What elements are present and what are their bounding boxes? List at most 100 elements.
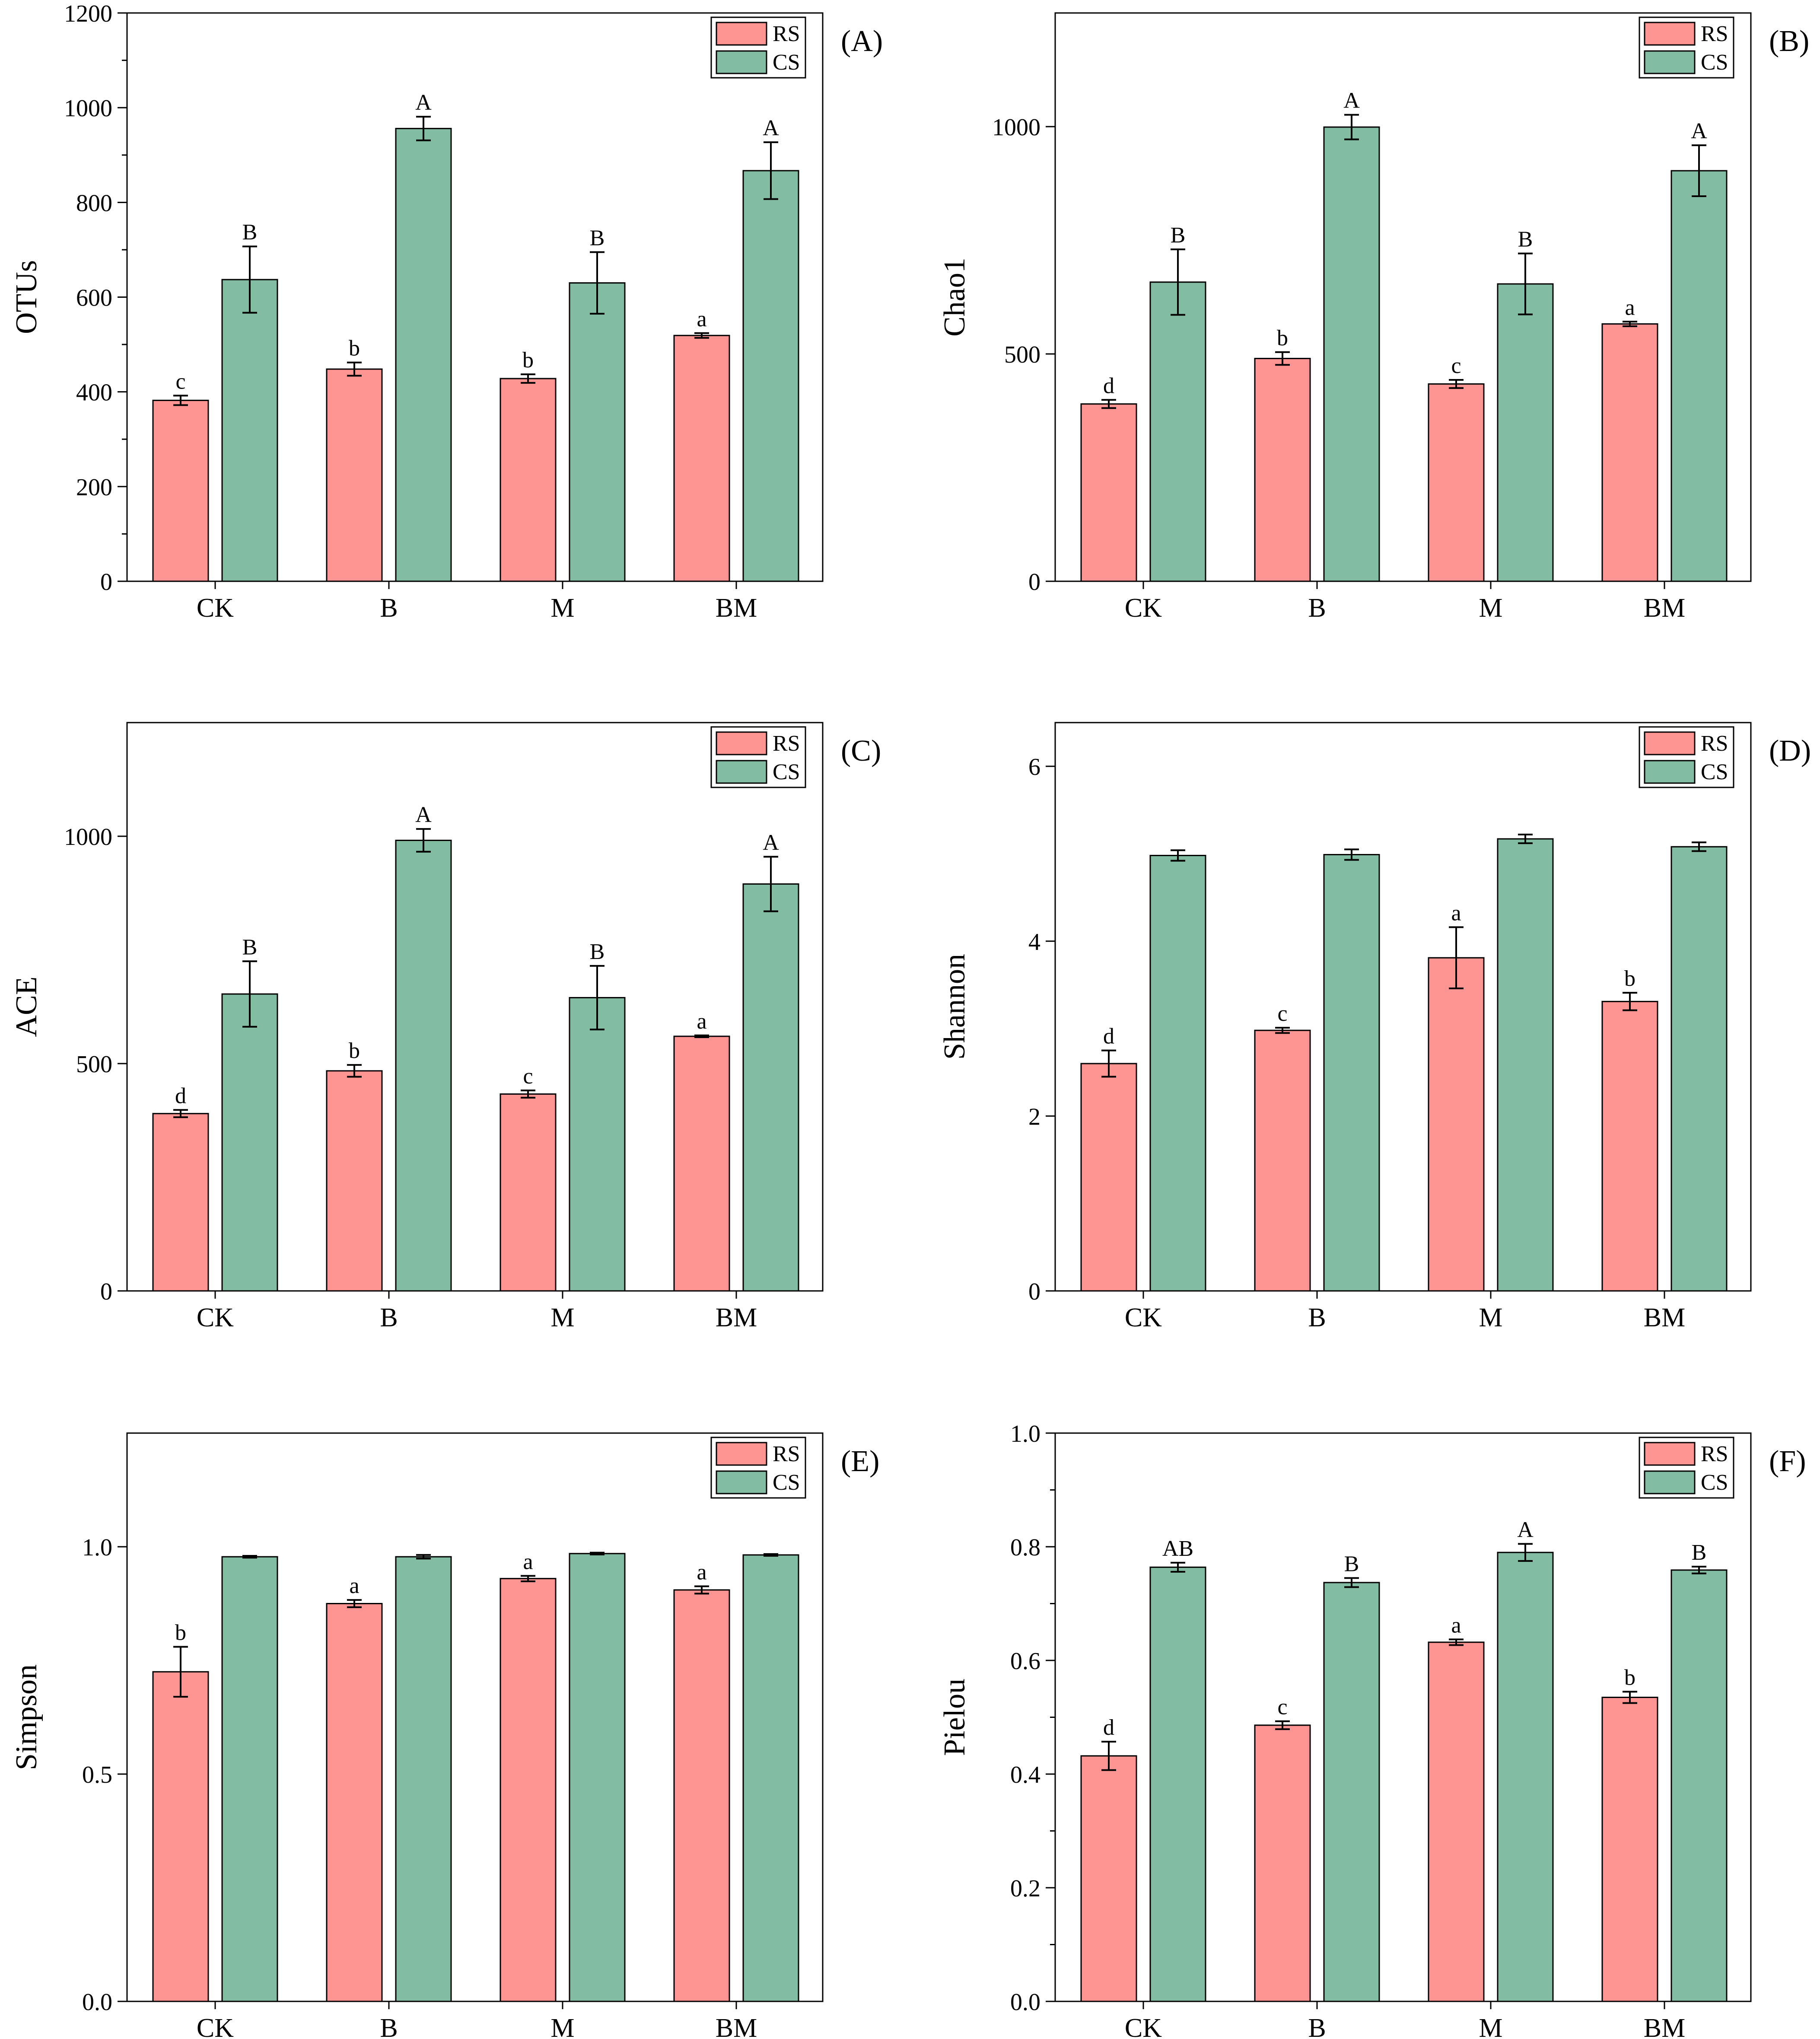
- error-bar-rs-bm: [694, 332, 709, 339]
- legend-swatch-rs: [1644, 1442, 1696, 1466]
- y-tick-label: 2: [1028, 1103, 1040, 1130]
- legend-label-rs: RS: [1701, 731, 1728, 756]
- significance-letter-cs-bm: B: [1692, 1540, 1707, 1565]
- y-tick-label: 1000: [992, 114, 1040, 141]
- error-bar-cs-ck: [242, 245, 257, 314]
- significance-letter-cs-m: B: [590, 940, 605, 964]
- panel-label: (F): [1769, 1445, 1806, 1478]
- error-bar-cs-bm: [764, 141, 778, 200]
- error-bar-cs-b: [416, 1554, 431, 1560]
- error-bar-rs-b: [347, 1064, 362, 1078]
- bar-cs-m: [1497, 1552, 1554, 2002]
- error-bar-rs-ck: [173, 1646, 188, 1698]
- significance-letter-cs-ck: B: [242, 935, 258, 959]
- bar-rs-b: [1254, 1029, 1311, 1292]
- significance-letter-cs-bm: A: [763, 830, 779, 855]
- x-tick-label-bm: BM: [716, 593, 757, 623]
- significance-letter-rs-b: c: [1277, 1695, 1287, 1720]
- bar-rs-bm: [673, 1035, 730, 1292]
- y-tick-label: 0: [100, 1278, 112, 1305]
- x-tick-label-b: B: [380, 1303, 398, 1332]
- error-bar-cs-ck: [1171, 249, 1185, 316]
- bar-rs-ck: [1080, 1755, 1137, 2002]
- x-tick-label-ck: CK: [197, 1303, 234, 1332]
- bar-rs-ck: [152, 1113, 209, 1292]
- bar-cs-m: [569, 1553, 626, 2002]
- bar-rs-b: [1254, 1724, 1311, 2002]
- significance-letter-rs-m: c: [523, 1064, 533, 1089]
- error-bar-rs-m: [1449, 379, 1464, 389]
- significance-letter-rs-b: b: [1277, 326, 1288, 350]
- legend-label-rs: RS: [1701, 22, 1728, 46]
- x-tick-label-ck: CK: [197, 2014, 234, 2039]
- significance-letter-rs-m: b: [522, 348, 534, 373]
- error-bar-cs-b: [1344, 1577, 1359, 1588]
- x-tick-label-ck: CK: [1125, 1303, 1162, 1332]
- y-tick-label: 4: [1028, 929, 1040, 956]
- error-bar-rs-b: [1275, 351, 1290, 366]
- error-bar-rs-b: [1275, 1027, 1290, 1034]
- error-bar-rs-bm: [1623, 321, 1637, 327]
- error-bar-cs-m: [1518, 833, 1533, 844]
- bar-rs-bm: [673, 335, 730, 582]
- bar-cs-bm: [1670, 170, 1728, 582]
- bar-rs-m: [500, 1093, 557, 1292]
- x-tick-label-b: B: [380, 2014, 398, 2039]
- y-tick-label: 800: [76, 190, 112, 217]
- error-bar-rs-ck: [173, 1109, 188, 1118]
- x-tick-label-m: M: [1479, 593, 1502, 623]
- significance-letter-cs-b: B: [1344, 1552, 1359, 1576]
- legend-label-rs: RS: [773, 22, 800, 46]
- y-tick-label: 0.2: [1010, 1875, 1040, 1902]
- y-axis-title: ACE: [10, 977, 43, 1037]
- significance-letter-rs-bm: a: [697, 1009, 706, 1034]
- error-bar-cs-ck: [1171, 1561, 1185, 1573]
- bar-rs-ck: [1080, 403, 1137, 582]
- bar-rs-m: [500, 378, 557, 582]
- x-tick-label-m: M: [550, 1303, 574, 1332]
- legend-label-cs: CS: [773, 1470, 800, 1495]
- bar-cs-bm: [1670, 846, 1728, 1292]
- bar-rs-ck: [152, 1671, 209, 2002]
- error-bar-cs-b: [416, 115, 431, 141]
- error-bar-cs-m: [1518, 252, 1533, 315]
- error-bar-cs-bm: [764, 1553, 778, 1557]
- x-tick-label-ck: CK: [197, 593, 234, 623]
- bar-cs-b: [1323, 1582, 1380, 2002]
- error-bar-rs-bm: [694, 1034, 709, 1038]
- legend-label-cs: CS: [773, 760, 800, 784]
- y-axis-title: Pielou: [938, 1679, 971, 1756]
- x-tick-label-ck: CK: [1125, 593, 1162, 623]
- significance-letter-rs-ck: b: [175, 1620, 186, 1645]
- x-tick-label-m: M: [1479, 2014, 1502, 2039]
- legend-label-rs: RS: [773, 731, 800, 756]
- significance-letter-rs-m: a: [1451, 1613, 1461, 1638]
- significance-letter-cs-m: A: [1517, 1517, 1534, 1542]
- bar-cs-bm: [742, 883, 799, 1292]
- y-tick-label: 1000: [64, 95, 112, 122]
- y-tick-label: 1.0: [82, 1534, 112, 1561]
- error-bar-rs-ck: [1101, 1741, 1116, 1771]
- y-tick-label: 500: [1004, 341, 1040, 368]
- significance-letter-rs-ck: d: [1103, 1715, 1114, 1740]
- y-tick-label: 0: [1028, 569, 1040, 596]
- bar-cs-ck: [221, 1556, 278, 2002]
- significance-letter-cs-ck: B: [1171, 223, 1186, 248]
- legend-swatch-rs: [1644, 22, 1696, 46]
- y-tick-label: 400: [76, 379, 112, 406]
- legend-swatch-cs: [1644, 1470, 1696, 1494]
- axes-frame: [126, 722, 824, 1292]
- legend-label-cs: CS: [1701, 760, 1728, 784]
- significance-letter-rs-m: a: [523, 1549, 533, 1574]
- y-tick-label: 0.5: [82, 1762, 112, 1788]
- x-tick-label-b: B: [380, 593, 398, 623]
- bar-cs-b: [395, 127, 452, 582]
- bar-cs-bm: [742, 1554, 799, 2002]
- legend: RS CS: [710, 726, 806, 788]
- significance-letter-cs-bm: A: [763, 116, 779, 140]
- bar-rs-m: [1428, 383, 1485, 582]
- legend-label-cs: CS: [1701, 50, 1728, 75]
- bar-rs-m: [1428, 1641, 1485, 2002]
